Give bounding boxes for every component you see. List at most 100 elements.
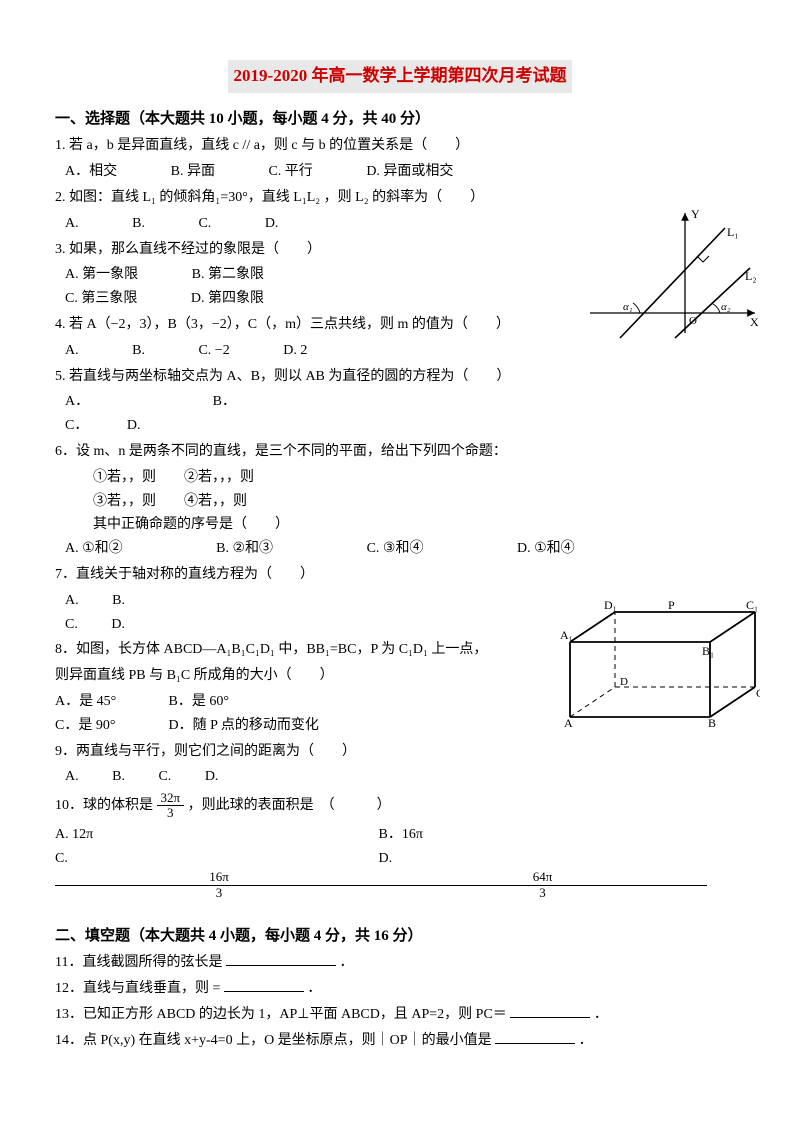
q14-dot: ． — [579, 1033, 593, 1048]
q10-DfracD: 3 — [379, 886, 707, 900]
q10-post: ，则此球的表面积是 （ ） — [188, 798, 391, 813]
q2-optC: C. — [198, 212, 211, 236]
q2-stem: 2. 如图：直线 L₁ 的倾斜角₁=30°，直线 L₁L₂ ，则 L₂ 的斜率为… — [55, 186, 745, 210]
q13-dot: ． — [594, 1007, 608, 1022]
section2-heading: 二、填空题（本大题共 4 小题，每小题 4 分，共 16 分） — [55, 924, 745, 950]
q5-optC: C． — [65, 414, 88, 438]
q2-optA: A. — [65, 212, 79, 236]
q10-fracD: 3 — [157, 806, 185, 820]
q10-pre: 10．球的体积是 — [55, 798, 157, 813]
svg-text:P: P — [668, 598, 675, 612]
q10-optB: B．16π — [379, 823, 699, 847]
q9-stem: 9．两直线与平行，则它们之间的距离为（ ） — [55, 740, 745, 764]
q7-optA: A. — [65, 589, 79, 613]
q8-stem1: 8．如图，长方体 ABCD—A₁B₁C₁D₁ 中，BB₁=BC，P 为 C₁D₁… — [55, 638, 555, 662]
svg-text:Y: Y — [691, 208, 700, 221]
q1-options: A．相交 B. 异面 C. 平行 D. 异面或相交 — [55, 160, 745, 184]
q14-text: 14．点 P(x,y) 在直线 x+y-4=0 上，O 是坐标原点，则｜OP｜的… — [55, 1033, 492, 1048]
q10-DfracN: 64π — [379, 870, 707, 885]
blank-line-icon — [510, 1003, 590, 1018]
svg-text:α₂: α₂ — [721, 301, 731, 313]
q10-C-frac-icon: 16π 3 — [55, 870, 375, 900]
q8-optD: D．随 P 点的移动而变化 — [169, 718, 319, 733]
q11-dot: ． — [339, 955, 353, 970]
q3-optA: A. 第一象限 — [65, 263, 138, 287]
q7-optB: B. — [112, 589, 125, 613]
q5-stem: 5. 若直线与两坐标轴交点为 A、B，则以 AB 为直径的圆的方程为（ ） — [55, 365, 745, 389]
q13-text: 13．已知正方形 ABCD 的边长为 1，AP⊥平面 ABCD，且 AP=2，则… — [55, 1007, 507, 1022]
q2-optB: B. — [132, 212, 145, 236]
q10-frac-icon: 32π 3 — [157, 791, 185, 821]
q7-stem: 7．直线关于轴对称的直线方程为（ ） — [55, 563, 745, 587]
svg-text:D₁: D₁ — [604, 598, 617, 612]
q1-optC: C. 平行 — [268, 160, 312, 184]
q7-optD: D. — [111, 613, 125, 637]
q2-optD: D. — [265, 212, 279, 236]
q7-optC: C. — [65, 613, 78, 637]
q4-optA: A. — [65, 339, 79, 363]
q6-line1: ①若，，则 ②若，，，则 — [55, 466, 745, 490]
q4-optD: D. 2 — [283, 339, 307, 363]
q12: 12．直线与直线垂直，则 = ． — [55, 977, 745, 1001]
axes-diagram-icon: Y X O L₁ L₂ α₁ α₂ — [585, 208, 760, 343]
q1-optA: A．相交 — [65, 160, 117, 184]
q9-optD: D. — [205, 765, 219, 789]
q1-optD: D. 异面或相交 — [366, 160, 453, 184]
q5-optA: A． — [65, 390, 89, 414]
q12-dot: ． — [307, 981, 321, 996]
q6-optA: A. ①和② — [65, 537, 123, 561]
svg-text:O: O — [689, 315, 697, 327]
q10-row2: C. 16π 3 D. 64π 3 — [55, 847, 745, 900]
q4-optC: C. −2 — [198, 339, 229, 363]
q3-optD: D. 第四象限 — [191, 287, 264, 311]
q8-optC: C．是 90° — [55, 714, 165, 738]
q6-line2: ③若，，则 ④若，，则 — [55, 490, 745, 514]
q8-optA: A．是 45° — [55, 690, 165, 714]
q6-optC: C. ③和④ — [367, 537, 424, 561]
q10-optA: A. 12π — [55, 823, 375, 847]
svg-text:A₁: A₁ — [560, 628, 573, 642]
q13: 13．已知正方形 ABCD 的边长为 1，AP⊥平面 ABCD，且 AP=2，则… — [55, 1003, 745, 1027]
q10-CfracN: 16π — [55, 870, 383, 885]
q1-optB: B. 异面 — [171, 160, 215, 184]
q3-optC: C. 第三象限 — [65, 287, 137, 311]
blank-line-icon — [224, 977, 304, 992]
page-title: 2019-2020 年高一数学上学期第四次月考试题 — [228, 60, 573, 93]
q5-options2: C． D. — [55, 414, 745, 438]
q6-options: A. ①和② B. ②和③ C. ③和④ D. ①和④ — [55, 537, 745, 561]
q9-options: A. B. C. D. — [55, 765, 745, 789]
svg-text:X: X — [750, 315, 759, 329]
q6-optD: D. ①和④ — [517, 537, 575, 561]
q6-stem: 6．设 m、n 是两条不同的直线，是三个不同的平面，给出下列四个命题： — [55, 440, 745, 464]
q10-fracN: 32π — [157, 791, 185, 806]
q4-stem: 4. 若 A（−2，3），B（3，−2），C（，m）三点共线，则 m 的值为（ … — [55, 313, 575, 337]
q9-optA: A. — [65, 765, 79, 789]
q6-optB: B. ②和③ — [216, 537, 273, 561]
q5-optD: D. — [127, 414, 141, 438]
svg-text:B₁: B₁ — [702, 644, 714, 658]
q10-row1: A. 12π B．16π — [55, 823, 745, 847]
q4-optB: B. — [132, 339, 145, 363]
blank-line-icon — [495, 1029, 575, 1044]
q9-optB: B. — [112, 765, 125, 789]
q3-optB: B. 第二象限 — [192, 263, 264, 287]
svg-text:C: C — [756, 686, 760, 700]
svg-text:C₁: C₁ — [746, 598, 758, 612]
q5-optB: B． — [213, 390, 236, 414]
q10-CfracD: 3 — [55, 886, 383, 900]
q12-text: 12．直线与直线垂直，则 = — [55, 981, 220, 996]
svg-text:A: A — [564, 716, 573, 727]
q5-options1: A． B． — [55, 390, 745, 414]
svg-text:B: B — [708, 716, 716, 727]
q10-optC: C. 16π 3 — [55, 847, 375, 900]
cuboid-diagram-icon: A B C D A₁ B₁ C₁ D₁ P — [560, 597, 760, 727]
q8-optB: B．是 60° — [169, 694, 229, 709]
q10-optD: D. 64π 3 — [379, 847, 699, 900]
q1-stem: 1. 若 a，b 是异面直线，直线 c // a，则 c 与 b 的位置关系是（… — [55, 134, 745, 158]
q11: 11．直线截圆所得的弦长是 ． — [55, 951, 745, 975]
svg-text:α₁: α₁ — [623, 301, 633, 313]
svg-text:D: D — [620, 676, 628, 688]
q10-C-label: C. — [55, 847, 375, 871]
blank-line-icon — [226, 951, 336, 966]
q9-optC: C. — [158, 765, 171, 789]
